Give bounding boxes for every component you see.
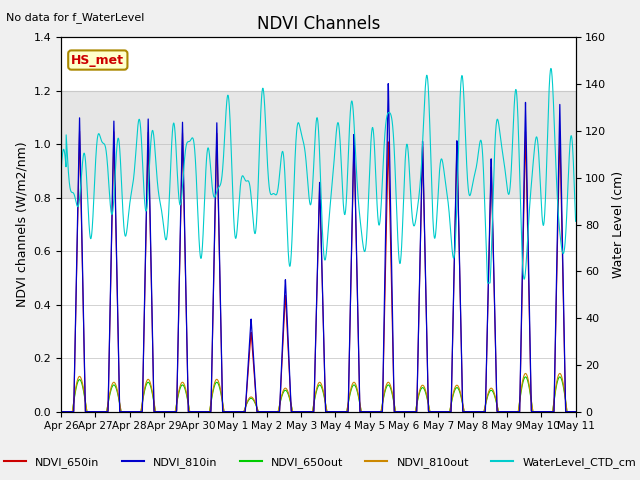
Text: No data for f_WaterLevel: No data for f_WaterLevel [6,12,145,23]
Bar [61,91,575,198]
Title: NDVI Channels: NDVI Channels [257,15,380,33]
Y-axis label: Water Level (cm): Water Level (cm) [612,171,625,278]
Legend: NDVI_650in, NDVI_810in, NDVI_650out, NDVI_810out, WaterLevel_CTD_cm: NDVI_650in, NDVI_810in, NDVI_650out, NDV… [0,452,640,472]
Y-axis label: NDVI channels (W/m2/nm): NDVI channels (W/m2/nm) [15,142,28,307]
Text: HS_met: HS_met [71,54,124,67]
